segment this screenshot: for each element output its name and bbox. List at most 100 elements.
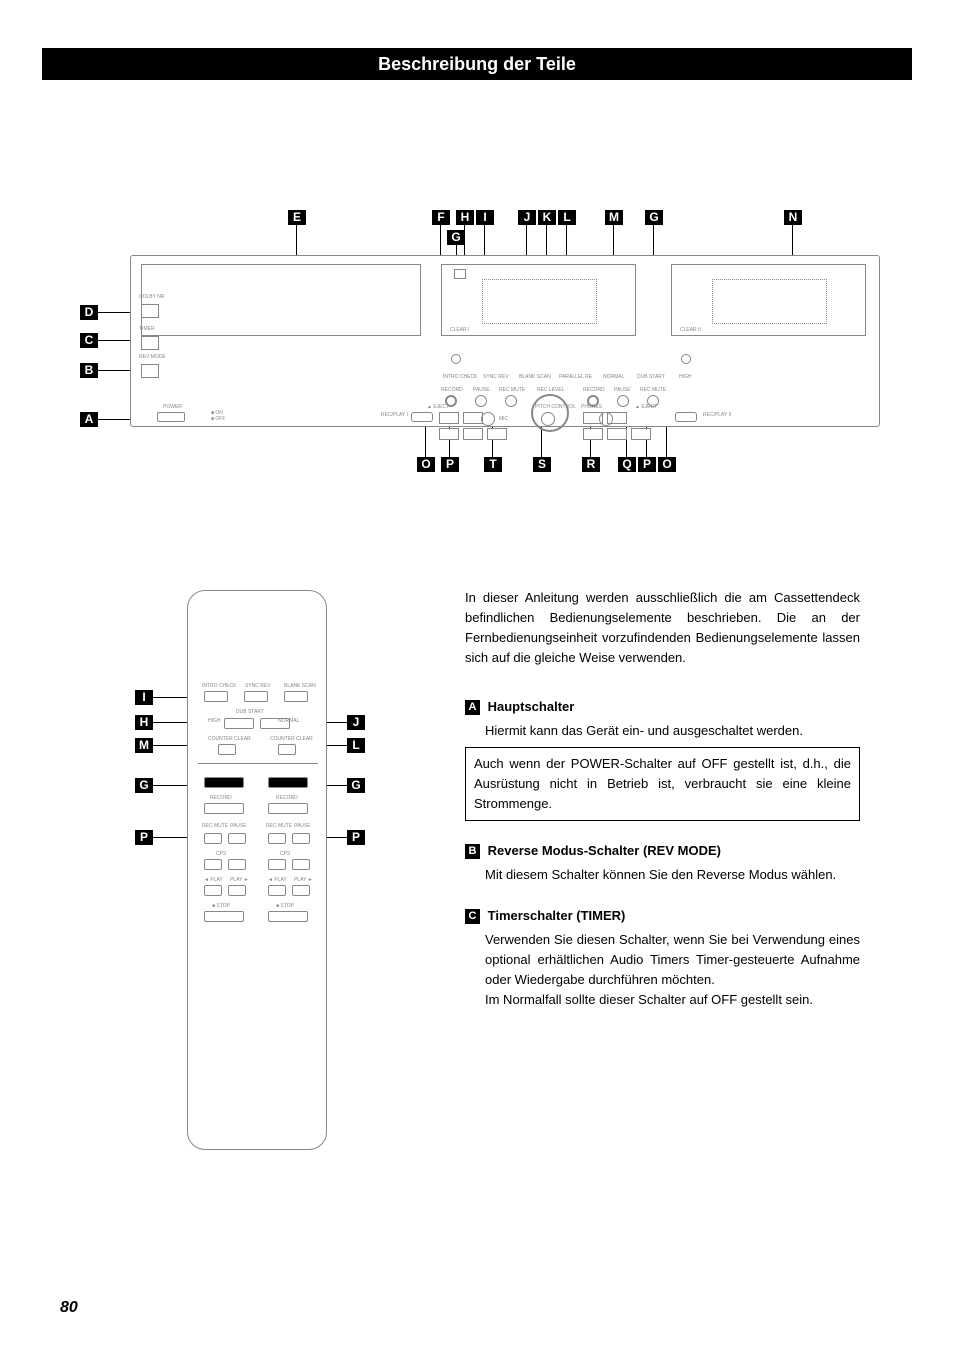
stop-1 [439, 428, 459, 440]
r-btn-cpsrew1 [204, 859, 222, 870]
lbl-dubstart: DUB START [637, 374, 665, 380]
cassette-door-2: CLEAR II [671, 264, 866, 336]
callout-Q-b: Q [618, 457, 636, 472]
r-lbl-cps2: CPS [280, 851, 290, 857]
lbl-mic: MIC [499, 416, 508, 422]
label-clear1: CLEAR I [450, 327, 469, 333]
r-lbl-rm1: REC MUTE [202, 823, 228, 829]
lbl-blankscan: BLANK SCAN [519, 374, 551, 380]
lead [327, 722, 347, 723]
r-callout-J: J [347, 715, 365, 730]
section-note-A: Auch wenn der POWER-Schalter auf OFF ges… [465, 747, 860, 821]
r-lbl-p1: PAUSE [230, 823, 247, 829]
device-body: DOLBY NR TIMER REV MODE POWER ■ ON ■ OFF… [130, 255, 880, 427]
intro-paragraph: In dieser Anleitung werden ausschließlic… [465, 588, 860, 669]
lbl-pitch: PITCH CONTROL [535, 404, 576, 410]
section-title-B: Reverse Modus-Schalter (REV MODE) [488, 843, 721, 858]
section-label-B: B [465, 844, 480, 859]
lead [153, 697, 187, 698]
r-btn-cpsff1 [228, 859, 246, 870]
r-btn-stop2 [268, 911, 308, 922]
clear-btn-2 [681, 354, 691, 364]
lead [327, 785, 347, 786]
r-btn-normal [260, 718, 290, 729]
switch-timer [141, 336, 159, 350]
switch-revmode [141, 364, 159, 378]
callout-D: D [80, 305, 98, 320]
lead [327, 837, 347, 838]
lbl-parrec: PARALLEL RE [559, 374, 592, 380]
label-revmode: REV MODE [139, 354, 166, 360]
r-btn-pl2 [268, 885, 286, 896]
r-btn-cc1 [218, 744, 236, 755]
display-window [141, 264, 421, 336]
page-title-bar: Beschreibung der Teile [42, 48, 912, 80]
r-lbl-rm2: REC MUTE [266, 823, 292, 829]
section-body-C-1: Verwenden Sie diesen Schalter, wenn Sie … [485, 932, 860, 987]
callout-J: J [518, 210, 536, 225]
lbl-pause1: PAUSE [473, 387, 490, 393]
switch-dolby [141, 304, 159, 318]
section-title-C: Timerschalter (TIMER) [488, 908, 626, 923]
r-lbl-cps1: CPS [216, 851, 226, 857]
r-btn-stop1 [204, 911, 244, 922]
r-lbl-intro: INTRO CHECK [202, 683, 236, 689]
pause-btn-1 [475, 395, 487, 407]
callout-L: L [558, 210, 576, 225]
section-A: A Hauptschalter Hiermit kann das Gerät e… [465, 697, 860, 822]
r-btn-p2 [292, 833, 310, 844]
door-tab [454, 269, 466, 279]
text-column: In dieser Anleitung werden ausschließlic… [465, 588, 860, 1030]
lbl-reclevel: REC LEVEL [537, 387, 565, 393]
lead [541, 427, 542, 457]
r-btn-rm2 [268, 833, 286, 844]
section-label-C: C [465, 909, 480, 924]
lead [666, 427, 667, 457]
lbl-syncrev: SYNC REV [483, 374, 509, 380]
r-deck1 [204, 777, 244, 788]
r-callout-M: M [135, 738, 153, 753]
r-deck2 [268, 777, 308, 788]
callout-G2: G [447, 230, 465, 245]
label-clear2: CLEAR II [680, 327, 701, 333]
clear-btn-1 [451, 354, 461, 364]
lbl-pause2: PAUSE [614, 387, 631, 393]
r-btn-rec2 [268, 803, 308, 814]
callout-C: C [80, 333, 98, 348]
callout-E: E [288, 210, 306, 225]
r-lbl-cc1: COUNTER CLEAR [208, 736, 251, 742]
lbl-recmute2: REC MUTE [640, 387, 666, 393]
remote-diagram: I H M G P J L G P INTRO CHECK SYNC REV B… [135, 590, 365, 1150]
ff-1 [463, 412, 483, 424]
callout-N: N [784, 210, 802, 225]
r-btn-cpsff2 [292, 859, 310, 870]
remote-body: INTRO CHECK SYNC REV BLANK SCAN DUB STAR… [187, 590, 327, 1150]
lead [153, 785, 187, 786]
label-off: ■ OFF [211, 416, 225, 422]
playl-1 [463, 428, 483, 440]
callout-F: F [432, 210, 450, 225]
device-diagram: E F H I J K L M G N G D C B A O P T S R … [70, 190, 885, 480]
r-lbl-stop2: ■ STOP [276, 903, 294, 909]
lead [296, 225, 297, 255]
playr-2 [631, 428, 651, 440]
section-body-A: Hiermit kann das Gerät ein- und ausgesch… [485, 721, 860, 741]
page-title: Beschreibung der Teile [378, 54, 576, 74]
playl-2 [607, 428, 627, 440]
lead [153, 745, 187, 746]
stop-2 [583, 428, 603, 440]
r-lbl-pl2: ◄ PLAY [268, 877, 287, 883]
r-btn-pr2 [292, 885, 310, 896]
r-lbl-dub: DUB START [236, 709, 264, 715]
cassette-door-1: CLEAR I [441, 264, 636, 336]
r-lbl-cc2: COUNTER CLEAR [270, 736, 313, 742]
label-power: POWER [163, 404, 182, 410]
lead [327, 745, 347, 746]
callout-M: M [605, 210, 623, 225]
callout-P-b2: P [638, 457, 656, 472]
lead [98, 312, 133, 313]
r-divider-1 [198, 763, 318, 764]
rew-1 [439, 412, 459, 424]
section-body-B: Mit diesem Schalter können Sie den Rever… [485, 865, 860, 885]
r-callout-H: H [135, 715, 153, 730]
